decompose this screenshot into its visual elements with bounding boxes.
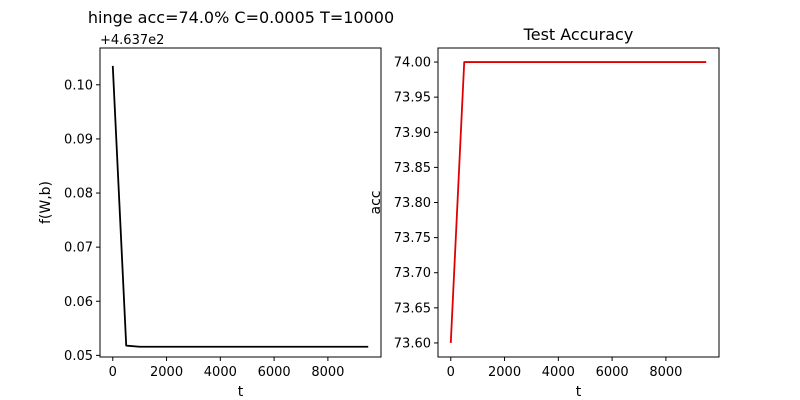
y-tick-label: 73.90 [394, 126, 431, 141]
y-tick-label: 0.08 [64, 187, 93, 202]
x-tick-label: 4000 [542, 365, 575, 380]
x-tick-label: 0 [447, 365, 455, 380]
x-tick-label: 2000 [150, 365, 183, 380]
x-axis-label: t [576, 384, 582, 400]
plot-frame [99, 47, 382, 358]
y-tick-label: 73.60 [394, 336, 431, 351]
y-offset-text: +4.637e2 [100, 33, 164, 48]
x-tick-label: 8000 [311, 365, 344, 380]
accuracy-chart: 0 2000 4000 6000 8000 73.60 73.65 73.70 73.75 73.… [368, 25, 720, 400]
plot-frame [437, 47, 720, 358]
y-tick-label: 0.06 [64, 295, 93, 310]
y-axis-label: f(W,b) [38, 181, 54, 224]
x-tick-label: 2000 [488, 365, 521, 380]
x-tick-label: 0 [109, 365, 117, 380]
y-tick-label: 0.05 [64, 349, 93, 364]
y-tick-label: 0.10 [64, 78, 93, 93]
y-tick-label: 73.80 [394, 196, 431, 211]
y-tick-label: 73.65 [394, 301, 431, 316]
series-line [449, 61, 707, 343]
y-tick-label: 73.95 [394, 91, 431, 106]
y-tick-label: 73.70 [394, 266, 431, 281]
x-tick-label: 8000 [649, 365, 682, 380]
x-tick-label: 6000 [258, 365, 291, 380]
y-tick-label: 73.75 [394, 231, 431, 246]
x-tick-label: 6000 [596, 365, 629, 380]
series-line [111, 65, 369, 348]
y-tick-label: 74.00 [394, 56, 431, 71]
x-tick-label: 4000 [204, 365, 237, 380]
y-tick-label: 73.85 [394, 161, 431, 176]
figure-title: hinge acc=74.0% C=0.0005 T=10000 [88, 8, 394, 27]
chart-title: Test Accuracy [523, 25, 634, 44]
y-tick-label: 0.09 [64, 132, 93, 147]
x-axis-label: t [238, 384, 244, 400]
loss-chart: 0 2000 4000 6000 8000 0.05 0.06 0.07 0.08 0.09 0.1… [38, 33, 382, 400]
y-tick-label: 0.07 [64, 241, 93, 256]
y-axis-label: acc [368, 191, 384, 215]
